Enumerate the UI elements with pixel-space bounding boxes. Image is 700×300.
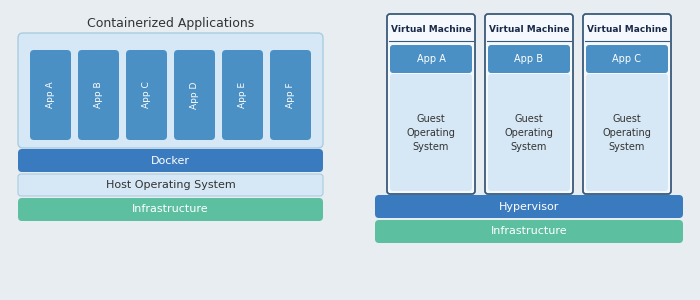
Text: App D: App D	[190, 81, 199, 109]
Text: App F: App F	[286, 82, 295, 108]
FancyBboxPatch shape	[222, 50, 263, 140]
Text: Host Operating System: Host Operating System	[106, 180, 235, 190]
Text: Virtual Machine: Virtual Machine	[391, 26, 471, 34]
Text: Docker: Docker	[151, 155, 190, 166]
FancyBboxPatch shape	[488, 74, 570, 191]
Text: Infrastructure: Infrastructure	[132, 205, 209, 214]
Text: App A: App A	[416, 54, 445, 64]
Text: Infrastructure: Infrastructure	[491, 226, 567, 236]
FancyBboxPatch shape	[390, 45, 472, 73]
FancyBboxPatch shape	[270, 50, 311, 140]
Text: App C: App C	[612, 54, 641, 64]
Text: Guest
Operating
System: Guest Operating System	[603, 113, 652, 152]
FancyBboxPatch shape	[18, 33, 323, 148]
FancyBboxPatch shape	[78, 50, 119, 140]
Text: Virtual Machine: Virtual Machine	[489, 26, 569, 34]
Text: App E: App E	[238, 82, 247, 108]
Text: App A: App A	[46, 82, 55, 108]
FancyBboxPatch shape	[583, 14, 671, 194]
FancyBboxPatch shape	[390, 74, 472, 191]
Text: Hypervisor: Hypervisor	[499, 202, 559, 212]
FancyBboxPatch shape	[18, 174, 323, 196]
Text: Guest
Operating
System: Guest Operating System	[407, 113, 456, 152]
FancyBboxPatch shape	[387, 14, 475, 194]
FancyBboxPatch shape	[375, 220, 683, 243]
FancyBboxPatch shape	[18, 149, 323, 172]
Text: App C: App C	[142, 82, 151, 108]
Text: App B: App B	[514, 54, 543, 64]
FancyBboxPatch shape	[488, 45, 570, 73]
FancyBboxPatch shape	[174, 50, 215, 140]
Text: Guest
Operating
System: Guest Operating System	[505, 113, 554, 152]
Text: Containerized Applications: Containerized Applications	[87, 17, 254, 31]
Text: Virtual Machine: Virtual Machine	[587, 26, 667, 34]
FancyBboxPatch shape	[485, 14, 573, 194]
FancyBboxPatch shape	[586, 74, 668, 191]
Text: App B: App B	[94, 82, 103, 108]
FancyBboxPatch shape	[30, 50, 71, 140]
FancyBboxPatch shape	[586, 45, 668, 73]
FancyBboxPatch shape	[18, 198, 323, 221]
FancyBboxPatch shape	[375, 195, 683, 218]
FancyBboxPatch shape	[126, 50, 167, 140]
